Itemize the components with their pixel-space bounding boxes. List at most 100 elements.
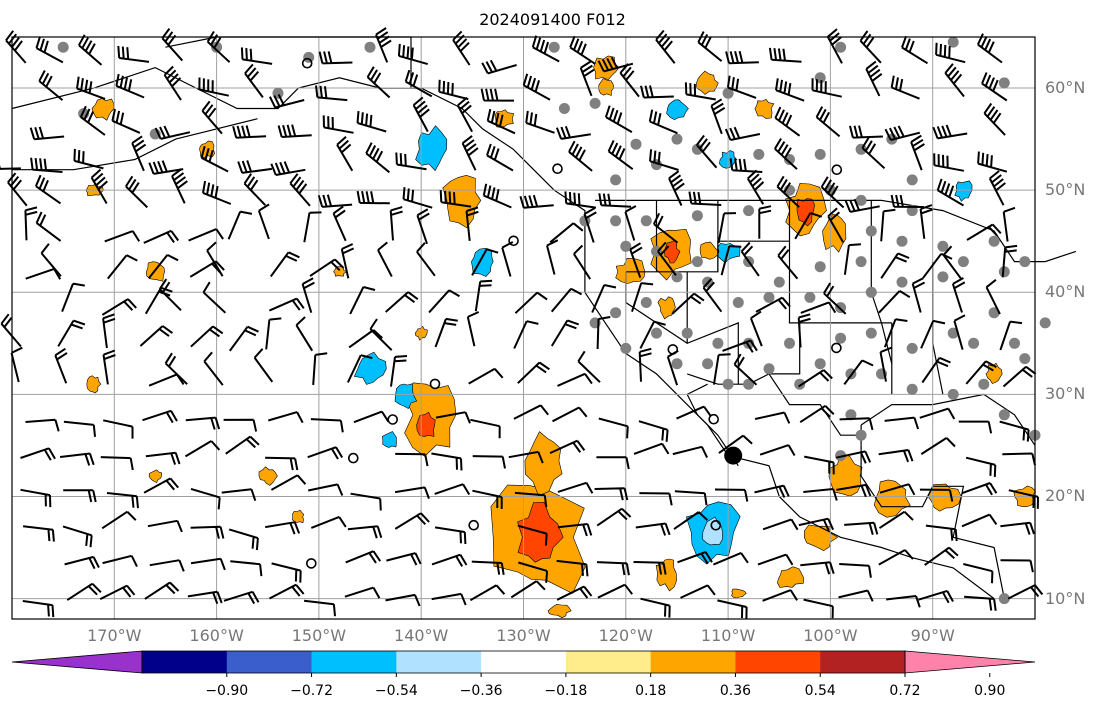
wind-barb xyxy=(835,450,872,464)
field-contour xyxy=(696,70,719,95)
station-dot xyxy=(763,291,775,303)
wind-barb xyxy=(827,207,844,243)
calm-wind-marker xyxy=(468,519,480,531)
station-dot xyxy=(691,210,703,222)
wind-barb xyxy=(22,525,55,542)
wind-barb xyxy=(549,439,586,455)
wind-barb xyxy=(171,168,188,204)
wind-barb xyxy=(811,78,842,98)
wind-barb xyxy=(717,212,737,244)
wind-barb xyxy=(597,583,633,599)
wind-barb xyxy=(935,42,966,64)
colorbar-tick: 0.18 xyxy=(635,683,667,699)
wind-barb xyxy=(918,589,954,604)
wind-barb xyxy=(386,552,422,566)
wind-barb xyxy=(746,169,765,205)
lon-label: 100°W xyxy=(803,626,858,645)
wind-barb xyxy=(62,525,93,548)
field-contour xyxy=(754,99,775,119)
wind-barb xyxy=(164,352,188,385)
wind-barb xyxy=(702,278,723,313)
wind-barb xyxy=(102,313,116,349)
wind-barb xyxy=(976,33,1003,64)
wind-barb xyxy=(549,222,584,244)
station-dot xyxy=(896,235,908,247)
wind-barb xyxy=(223,418,258,432)
wind-barb xyxy=(640,597,671,618)
wind-barb xyxy=(434,526,467,545)
wind-barb xyxy=(638,420,669,442)
wind-barb xyxy=(303,211,322,243)
wind-barb xyxy=(25,418,60,432)
wind-barb xyxy=(844,198,880,213)
station-dot xyxy=(722,378,734,390)
station-dot xyxy=(937,240,949,252)
wind-barb xyxy=(435,411,471,424)
station-dot xyxy=(845,409,857,421)
field-contour xyxy=(258,466,278,486)
field-contour xyxy=(828,452,863,497)
wind-barb xyxy=(823,282,847,315)
wind-barb xyxy=(356,111,387,133)
wind-barb xyxy=(519,194,554,209)
wind-barb xyxy=(977,151,1008,173)
wind-barb xyxy=(198,77,230,97)
wind-barb xyxy=(350,492,382,511)
wind-barb xyxy=(677,551,713,565)
wind-barb xyxy=(452,30,471,66)
wind-barb xyxy=(148,160,184,175)
wind-barb xyxy=(228,528,259,551)
wind-barb xyxy=(90,168,108,205)
station-dot xyxy=(630,138,642,150)
wind-barb xyxy=(799,404,835,424)
station-dot xyxy=(947,36,959,48)
wind-barb xyxy=(310,515,347,529)
wind-barb xyxy=(99,584,136,600)
wind-barb xyxy=(295,316,314,352)
wind-barb xyxy=(508,450,544,464)
lon-label: 140°W xyxy=(394,626,449,645)
wind-barb xyxy=(953,314,966,350)
wind-barb xyxy=(366,66,391,99)
field-contour xyxy=(776,566,805,588)
calm-wind-marker xyxy=(429,378,441,390)
station-dot xyxy=(835,450,847,462)
wind-barb xyxy=(501,241,514,277)
wind-barb xyxy=(597,56,634,73)
colorbar-segment xyxy=(650,651,736,673)
station-dot xyxy=(671,133,683,145)
wind-barb xyxy=(309,258,345,277)
colorbar-tick: 0.36 xyxy=(719,683,752,699)
wind-barb xyxy=(40,243,62,277)
wind-barb xyxy=(1000,559,1034,573)
wind-barb xyxy=(890,194,924,208)
wind-barb xyxy=(774,137,798,170)
wind-barb xyxy=(431,452,463,471)
lon-label: 150°W xyxy=(291,626,347,645)
wind-barb xyxy=(307,446,344,460)
wind-barb xyxy=(639,492,673,506)
wind-barb xyxy=(776,175,800,208)
wind-barb xyxy=(202,281,227,314)
wind-barb xyxy=(22,600,55,618)
wind-barb xyxy=(777,245,799,280)
wind-barb xyxy=(999,320,1023,351)
wind-barb xyxy=(468,367,504,385)
wind-barb xyxy=(880,208,896,242)
wind-barb xyxy=(556,559,589,577)
station-dot xyxy=(998,409,1010,421)
wind-barb xyxy=(688,191,722,206)
wind-barb xyxy=(431,553,468,567)
wind-barb xyxy=(461,135,479,171)
wind-barb xyxy=(910,134,925,171)
station-dot xyxy=(743,205,755,217)
wind-barb xyxy=(303,599,336,617)
station-dot xyxy=(947,388,959,400)
wind-barb xyxy=(596,316,611,350)
station-dot xyxy=(620,240,632,252)
wind-barb xyxy=(859,30,882,64)
wind-barb xyxy=(101,298,137,316)
wind-barb xyxy=(759,444,796,456)
wind-barb xyxy=(717,599,748,620)
station-dot xyxy=(763,363,775,375)
